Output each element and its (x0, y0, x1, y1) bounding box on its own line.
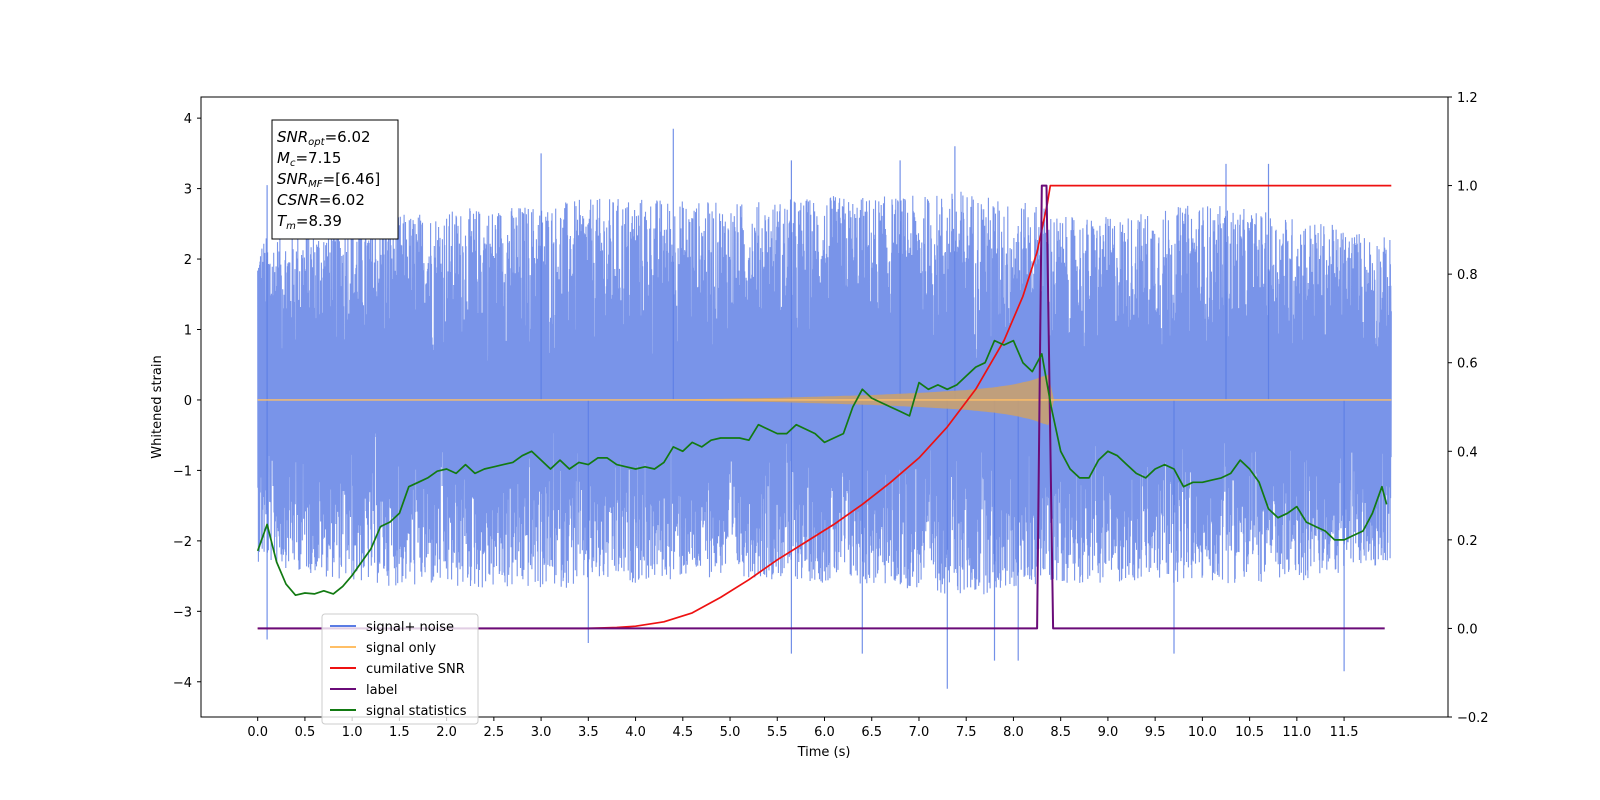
series-signal-plus-noise (257, 191, 1392, 595)
x-tick-label: 3.0 (531, 725, 552, 740)
y-axis-label: Whitened strain (150, 355, 165, 458)
series-cumilative-snr (257, 184, 1392, 630)
x-axis: 0.0 0.5 1.0 1.5 2.0 2.5 3.0 3.5 4.0 4.5 5.0 5.5 6.0 6… (247, 717, 1359, 740)
y-tick-label: 2 (184, 253, 192, 268)
legend-frame (321, 613, 479, 725)
y-tick-label: −1 (173, 464, 192, 479)
series-signal-statistics (256, 339, 1388, 597)
y2-tick-label: 0.0 (1457, 622, 1478, 637)
y-axis-left: 4 3 2 1 0 −1 −2 −3 −4 (173, 112, 201, 691)
legend-entry-signal-noise: signal+ noise (330, 620, 454, 635)
y-tick-label: −3 (173, 605, 192, 620)
legend-entry-signal-statistics: signal statistics (330, 704, 467, 719)
y-tick-label: −2 (173, 535, 192, 550)
x-tick-label: 9.5 (1145, 725, 1166, 740)
annotation-line: Mc=7.15 (277, 149, 341, 169)
x-tick-label: 3.5 (578, 725, 599, 740)
y-tick-label: 1 (184, 324, 192, 339)
x-tick-label: 5.5 (767, 725, 788, 740)
x-tick-label: 0.0 (247, 725, 268, 740)
x-tick-label: 4.5 (672, 725, 693, 740)
legend-label: label (366, 683, 397, 698)
plot-area (256, 128, 1392, 689)
x-tick-label: 6.5 (861, 725, 882, 740)
series-label (257, 184, 1385, 630)
y2-tick-label: 0.2 (1457, 534, 1478, 549)
x-axis-label: Time (s) (797, 745, 851, 760)
annotation-line: SNRMF=[6.46] (277, 170, 380, 190)
y-tick-label: 3 (184, 183, 192, 198)
y-axis-right: 1.2 1.0 0.8 0.6 0.4 0.2 0.0 −0.2 (1448, 91, 1489, 726)
x-tick-label: 7.5 (956, 725, 977, 740)
x-tick-label: 11.0 (1282, 725, 1311, 740)
y2-tick-label: −0.2 (1457, 711, 1489, 726)
x-tick-label: 7.0 (909, 725, 930, 740)
x-tick-label: 11.5 (1330, 725, 1359, 740)
y-tick-label: −4 (173, 676, 192, 691)
annotation-line: SNRopt=6.02 (277, 128, 371, 148)
y-tick-label: 4 (184, 112, 192, 127)
x-tick-label: 10.5 (1235, 725, 1264, 740)
x-tick-label: 6.0 (814, 725, 835, 740)
y2-tick-label: 1.2 (1457, 91, 1478, 106)
x-tick-label: 9.0 (1098, 725, 1119, 740)
y2-tick-label: 0.8 (1457, 268, 1478, 283)
y2-tick-label: 0.6 (1457, 357, 1478, 372)
legend-label: signal only (366, 641, 436, 656)
y-tick-label: 0 (184, 394, 192, 409)
annotation-line: CSNR=6.02 (277, 191, 365, 209)
annotation-line: Tm=8.39 (277, 212, 342, 232)
legend: signal+ noise signal only cumilative SNR la… (321, 613, 479, 725)
legend-entry-label: label (330, 683, 397, 698)
x-tick-label: 1.5 (389, 725, 410, 740)
x-tick-label: 8.5 (1050, 725, 1071, 740)
x-tick-label: 4.0 (625, 725, 646, 740)
x-tick-label: 0.5 (295, 725, 316, 740)
x-tick-label: 10.0 (1188, 725, 1217, 740)
y2-tick-label: 0.4 (1457, 445, 1478, 460)
legend-label: signal+ noise (366, 620, 454, 635)
x-tick-label: 8.0 (1003, 725, 1024, 740)
x-tick-label: 2.0 (436, 725, 457, 740)
legend-entry-cumilative-snr: cumilative SNR (330, 662, 465, 677)
x-tick-label: 2.5 (484, 725, 505, 740)
legend-entry-signal-only: signal only (330, 641, 436, 656)
x-tick-label: 1.0 (342, 725, 363, 740)
y2-tick-label: 1.0 (1457, 180, 1478, 195)
legend-label: signal statistics (366, 704, 467, 719)
annotation-frame (271, 119, 399, 240)
legend-label: cumilative SNR (366, 662, 465, 677)
x-tick-label: 5.0 (720, 725, 741, 740)
